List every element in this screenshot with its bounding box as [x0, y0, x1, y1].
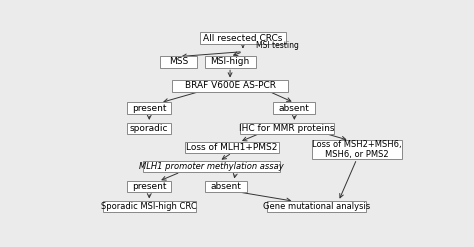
FancyBboxPatch shape: [143, 161, 281, 172]
FancyBboxPatch shape: [267, 201, 366, 212]
Text: BRAF V600E AS-PCR: BRAF V600E AS-PCR: [184, 81, 275, 90]
FancyBboxPatch shape: [161, 56, 197, 68]
FancyBboxPatch shape: [205, 181, 247, 192]
Text: present: present: [132, 182, 166, 191]
FancyBboxPatch shape: [200, 32, 286, 44]
FancyBboxPatch shape: [312, 140, 401, 159]
Text: Sporadic MSI-high CRC: Sporadic MSI-high CRC: [101, 202, 197, 211]
Text: MLH1 promoter methylation assay: MLH1 promoter methylation assay: [139, 162, 284, 171]
Text: sporadic: sporadic: [130, 124, 168, 133]
Text: MSI-high: MSI-high: [210, 58, 250, 66]
Text: Gene mutational analysis: Gene mutational analysis: [263, 202, 370, 211]
Text: absent: absent: [211, 182, 242, 191]
FancyBboxPatch shape: [185, 142, 279, 153]
FancyBboxPatch shape: [102, 201, 196, 212]
FancyBboxPatch shape: [173, 80, 288, 92]
Text: Loss of MSH2+MSH6,
MSH6, or PMS2: Loss of MSH2+MSH6, MSH6, or PMS2: [312, 140, 401, 160]
Text: absent: absent: [279, 104, 310, 113]
FancyBboxPatch shape: [205, 56, 255, 68]
FancyBboxPatch shape: [128, 123, 171, 134]
Text: MSS: MSS: [169, 58, 188, 66]
FancyBboxPatch shape: [240, 123, 334, 134]
FancyBboxPatch shape: [128, 181, 171, 192]
FancyBboxPatch shape: [273, 103, 315, 114]
Text: present: present: [132, 104, 166, 113]
Text: IHC for MMR proteins: IHC for MMR proteins: [239, 124, 335, 133]
FancyBboxPatch shape: [128, 103, 171, 114]
Text: All resected CRCs: All resected CRCs: [203, 34, 283, 43]
Text: Loss of MLH1+PMS2: Loss of MLH1+PMS2: [186, 143, 278, 152]
Text: MSI testing: MSI testing: [256, 41, 299, 50]
